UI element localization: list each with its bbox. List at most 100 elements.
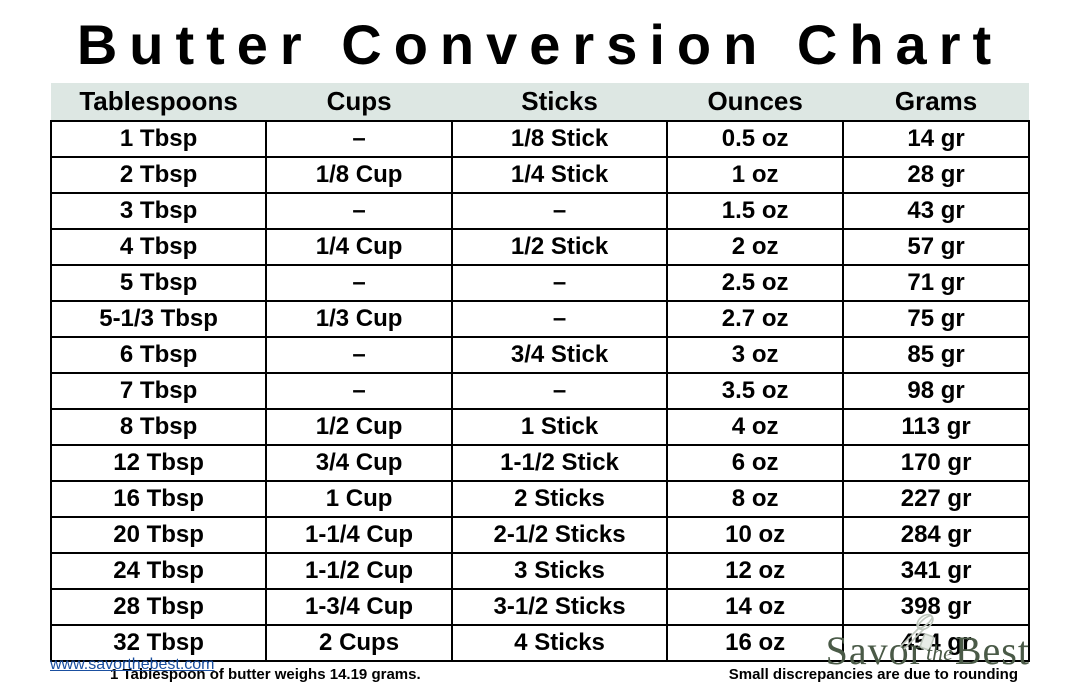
table-cell: 3 Tbsp: [51, 193, 266, 229]
table-row: 7 Tbsp––3.5 oz98 gr: [51, 373, 1029, 409]
logo-savor: Savor: [826, 627, 924, 674]
table-cell: 1 Tbsp: [51, 121, 266, 157]
table-row: 6 Tbsp–3/4 Stick3 oz85 gr: [51, 337, 1029, 373]
table-cell: 1-1/2 Stick: [452, 445, 667, 481]
table-cell: 1/8 Stick: [452, 121, 667, 157]
table-cell: 75 gr: [843, 301, 1029, 337]
logo: Savor the Best: [826, 627, 1030, 674]
table-head: TablespoonsCupsSticksOuncesGrams: [51, 83, 1029, 121]
table-cell: 14 oz: [667, 589, 843, 625]
table-cell: 3/4 Cup: [266, 445, 452, 481]
col-header: Sticks: [452, 83, 667, 121]
table-cell: 7 Tbsp: [51, 373, 266, 409]
table-cell: 1 oz: [667, 157, 843, 193]
table-cell: 1/3 Cup: [266, 301, 452, 337]
table-cell: 1/8 Cup: [266, 157, 452, 193]
table-cell: 341 gr: [843, 553, 1029, 589]
table-cell: 4 oz: [667, 409, 843, 445]
table-cell: 98 gr: [843, 373, 1029, 409]
table-cell: –: [452, 373, 667, 409]
table-cell: –: [266, 373, 452, 409]
table-cell: 1-3/4 Cup: [266, 589, 452, 625]
col-header: Grams: [843, 83, 1029, 121]
table-cell: 57 gr: [843, 229, 1029, 265]
logo-best: Best: [955, 627, 1030, 674]
table-cell: 1/4 Stick: [452, 157, 667, 193]
table-row: 12 Tbsp3/4 Cup1-1/2 Stick6 oz170 gr: [51, 445, 1029, 481]
table-cell: 71 gr: [843, 265, 1029, 301]
table-cell: 3/4 Stick: [452, 337, 667, 373]
table-cell: 113 gr: [843, 409, 1029, 445]
table-cell: 6 Tbsp: [51, 337, 266, 373]
table-cell: 1/2 Cup: [266, 409, 452, 445]
table-cell: –: [266, 121, 452, 157]
table-cell: 6 oz: [667, 445, 843, 481]
col-header: Cups: [266, 83, 452, 121]
table-cell: 1.5 oz: [667, 193, 843, 229]
table-cell: 3.5 oz: [667, 373, 843, 409]
table-cell: 28 gr: [843, 157, 1029, 193]
table-cell: 170 gr: [843, 445, 1029, 481]
table-cell: 16 Tbsp: [51, 481, 266, 517]
table-cell: 24 Tbsp: [51, 553, 266, 589]
table-cell: –: [266, 193, 452, 229]
table-cell: 2 Tbsp: [51, 157, 266, 193]
table-row: 3 Tbsp––1.5 oz43 gr: [51, 193, 1029, 229]
table-cell: 12 Tbsp: [51, 445, 266, 481]
table-row: 28 Tbsp1-3/4 Cup3-1/2 Sticks14 oz398 gr: [51, 589, 1029, 625]
table-row: 5-1/3 Tbsp1/3 Cup–2.7 oz75 gr: [51, 301, 1029, 337]
page: Butter Conversion Chart TablespoonsCupsS…: [0, 0, 1080, 692]
table-cell: 1/2 Stick: [452, 229, 667, 265]
table-cell: 2.7 oz: [667, 301, 843, 337]
table-cell: 10 oz: [667, 517, 843, 553]
table-row: 20 Tbsp1-1/4 Cup2-1/2 Sticks10 oz284 gr: [51, 517, 1029, 553]
table-row: 4 Tbsp1/4 Cup1/2 Stick2 oz57 gr: [51, 229, 1029, 265]
table-cell: 1 Stick: [452, 409, 667, 445]
table-cell: 8 oz: [667, 481, 843, 517]
table-cell: 4 Tbsp: [51, 229, 266, 265]
table-row: 16 Tbsp1 Cup2 Sticks8 oz227 gr: [51, 481, 1029, 517]
source-url[interactable]: www.savorthebest.com: [50, 656, 215, 674]
table-cell: 3-1/2 Sticks: [452, 589, 667, 625]
table-cell: 20 Tbsp: [51, 517, 266, 553]
table-cell: 5-1/3 Tbsp: [51, 301, 266, 337]
table-cell: –: [266, 337, 452, 373]
table-cell: 28 Tbsp: [51, 589, 266, 625]
col-header: Tablespoons: [51, 83, 266, 121]
table-cell: 14 gr: [843, 121, 1029, 157]
col-header: Ounces: [667, 83, 843, 121]
conversion-table: TablespoonsCupsSticksOuncesGrams 1 Tbsp–…: [50, 83, 1030, 662]
table-cell: 227 gr: [843, 481, 1029, 517]
table-cell: 1 Cup: [266, 481, 452, 517]
table-row: 1 Tbsp–1/8 Stick0.5 oz14 gr: [51, 121, 1029, 157]
chart-title: Butter Conversion Chart: [50, 12, 1030, 77]
table-cell: 2-1/2 Sticks: [452, 517, 667, 553]
table-cell: 0.5 oz: [667, 121, 843, 157]
bottom-bar: www.savorthebest.com Savor the Best: [50, 627, 1030, 674]
table-cell: 2.5 oz: [667, 265, 843, 301]
table-row: 2 Tbsp1/8 Cup1/4 Stick1 oz28 gr: [51, 157, 1029, 193]
table-cell: –: [452, 301, 667, 337]
table-cell: 1-1/4 Cup: [266, 517, 452, 553]
table-cell: –: [266, 265, 452, 301]
table-row: 5 Tbsp––2.5 oz71 gr: [51, 265, 1029, 301]
table-cell: 1-1/2 Cup: [266, 553, 452, 589]
logo-the: the: [926, 640, 953, 666]
table-cell: 2 oz: [667, 229, 843, 265]
table-cell: 12 oz: [667, 553, 843, 589]
table-header-row: TablespoonsCupsSticksOuncesGrams: [51, 83, 1029, 121]
table-row: 24 Tbsp1-1/2 Cup3 Sticks12 oz341 gr: [51, 553, 1029, 589]
table-body: 1 Tbsp–1/8 Stick0.5 oz14 gr2 Tbsp1/8 Cup…: [51, 121, 1029, 661]
table-cell: 5 Tbsp: [51, 265, 266, 301]
table-cell: 3 oz: [667, 337, 843, 373]
table-cell: –: [452, 193, 667, 229]
table-cell: 8 Tbsp: [51, 409, 266, 445]
table-row: 8 Tbsp1/2 Cup1 Stick4 oz113 gr: [51, 409, 1029, 445]
table-cell: 284 gr: [843, 517, 1029, 553]
table-cell: 3 Sticks: [452, 553, 667, 589]
table-cell: 1/4 Cup: [266, 229, 452, 265]
table-cell: 85 gr: [843, 337, 1029, 373]
table-cell: 2 Sticks: [452, 481, 667, 517]
table-cell: 398 gr: [843, 589, 1029, 625]
table-cell: –: [452, 265, 667, 301]
